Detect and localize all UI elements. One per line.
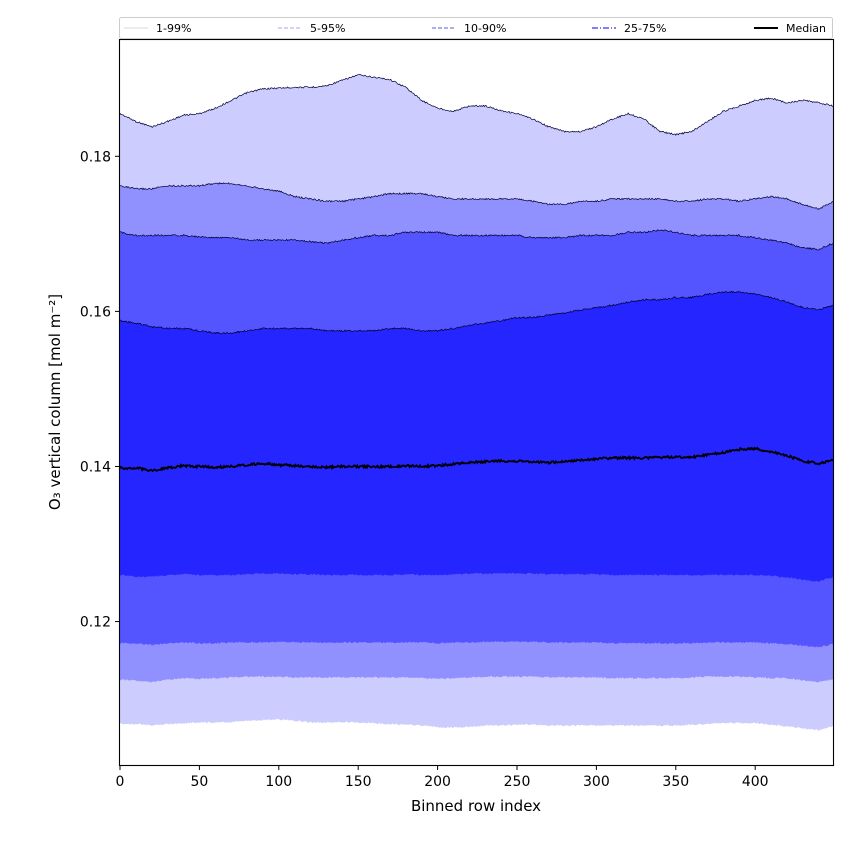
- band-25-75%: [120, 291, 833, 582]
- x-axis: 0 50 100 150 200 250 300 350 400: [116, 765, 769, 790]
- x-tick-label: 300: [583, 774, 610, 790]
- x-tick-label: 150: [345, 774, 372, 790]
- band-edges: [119, 74, 834, 335]
- y-tick-label: 0.18: [80, 149, 111, 165]
- band-upper-edge-1-99%: [119, 74, 834, 136]
- legend-label: 10-90%: [464, 22, 506, 35]
- legend-label: 25-75%: [624, 22, 666, 35]
- band-upper-edge-10-90%: [119, 229, 834, 251]
- x-tick-label: 400: [742, 774, 769, 790]
- x-tick-label: 250: [504, 774, 531, 790]
- bands-group: [120, 74, 833, 731]
- x-tick-label: 100: [265, 774, 292, 790]
- y-tick-label: 0.14: [80, 459, 111, 475]
- y-axis-label: O₃ vertical column [mol m⁻²]: [46, 294, 64, 510]
- plot-frame: [118, 38, 835, 767]
- legend: 1-99% 5-95% 10-90% 25-75% Median: [119, 17, 833, 39]
- x-tick-label: 350: [662, 774, 689, 790]
- x-tick-label: 50: [190, 774, 208, 790]
- band-upper-edge-5-95%: [119, 182, 834, 210]
- y-tick-label: 0.12: [80, 615, 111, 631]
- x-tick-label: 200: [424, 774, 451, 790]
- band-upper-edge-25-75%: [119, 290, 834, 335]
- legend-label: Median: [786, 22, 826, 35]
- x-axis-label: Binned row index: [411, 797, 541, 815]
- x-tick-label: 0: [116, 774, 125, 790]
- median-group: [119, 446, 834, 473]
- median-line: [119, 446, 834, 473]
- legend-box: [119, 17, 833, 39]
- y-tick-label: 0.16: [80, 304, 111, 320]
- legend-label: 1-99%: [156, 22, 191, 35]
- y-axis: 0.12 0.14 0.16 0.18: [80, 149, 120, 631]
- legend-label: 5-95%: [310, 22, 345, 35]
